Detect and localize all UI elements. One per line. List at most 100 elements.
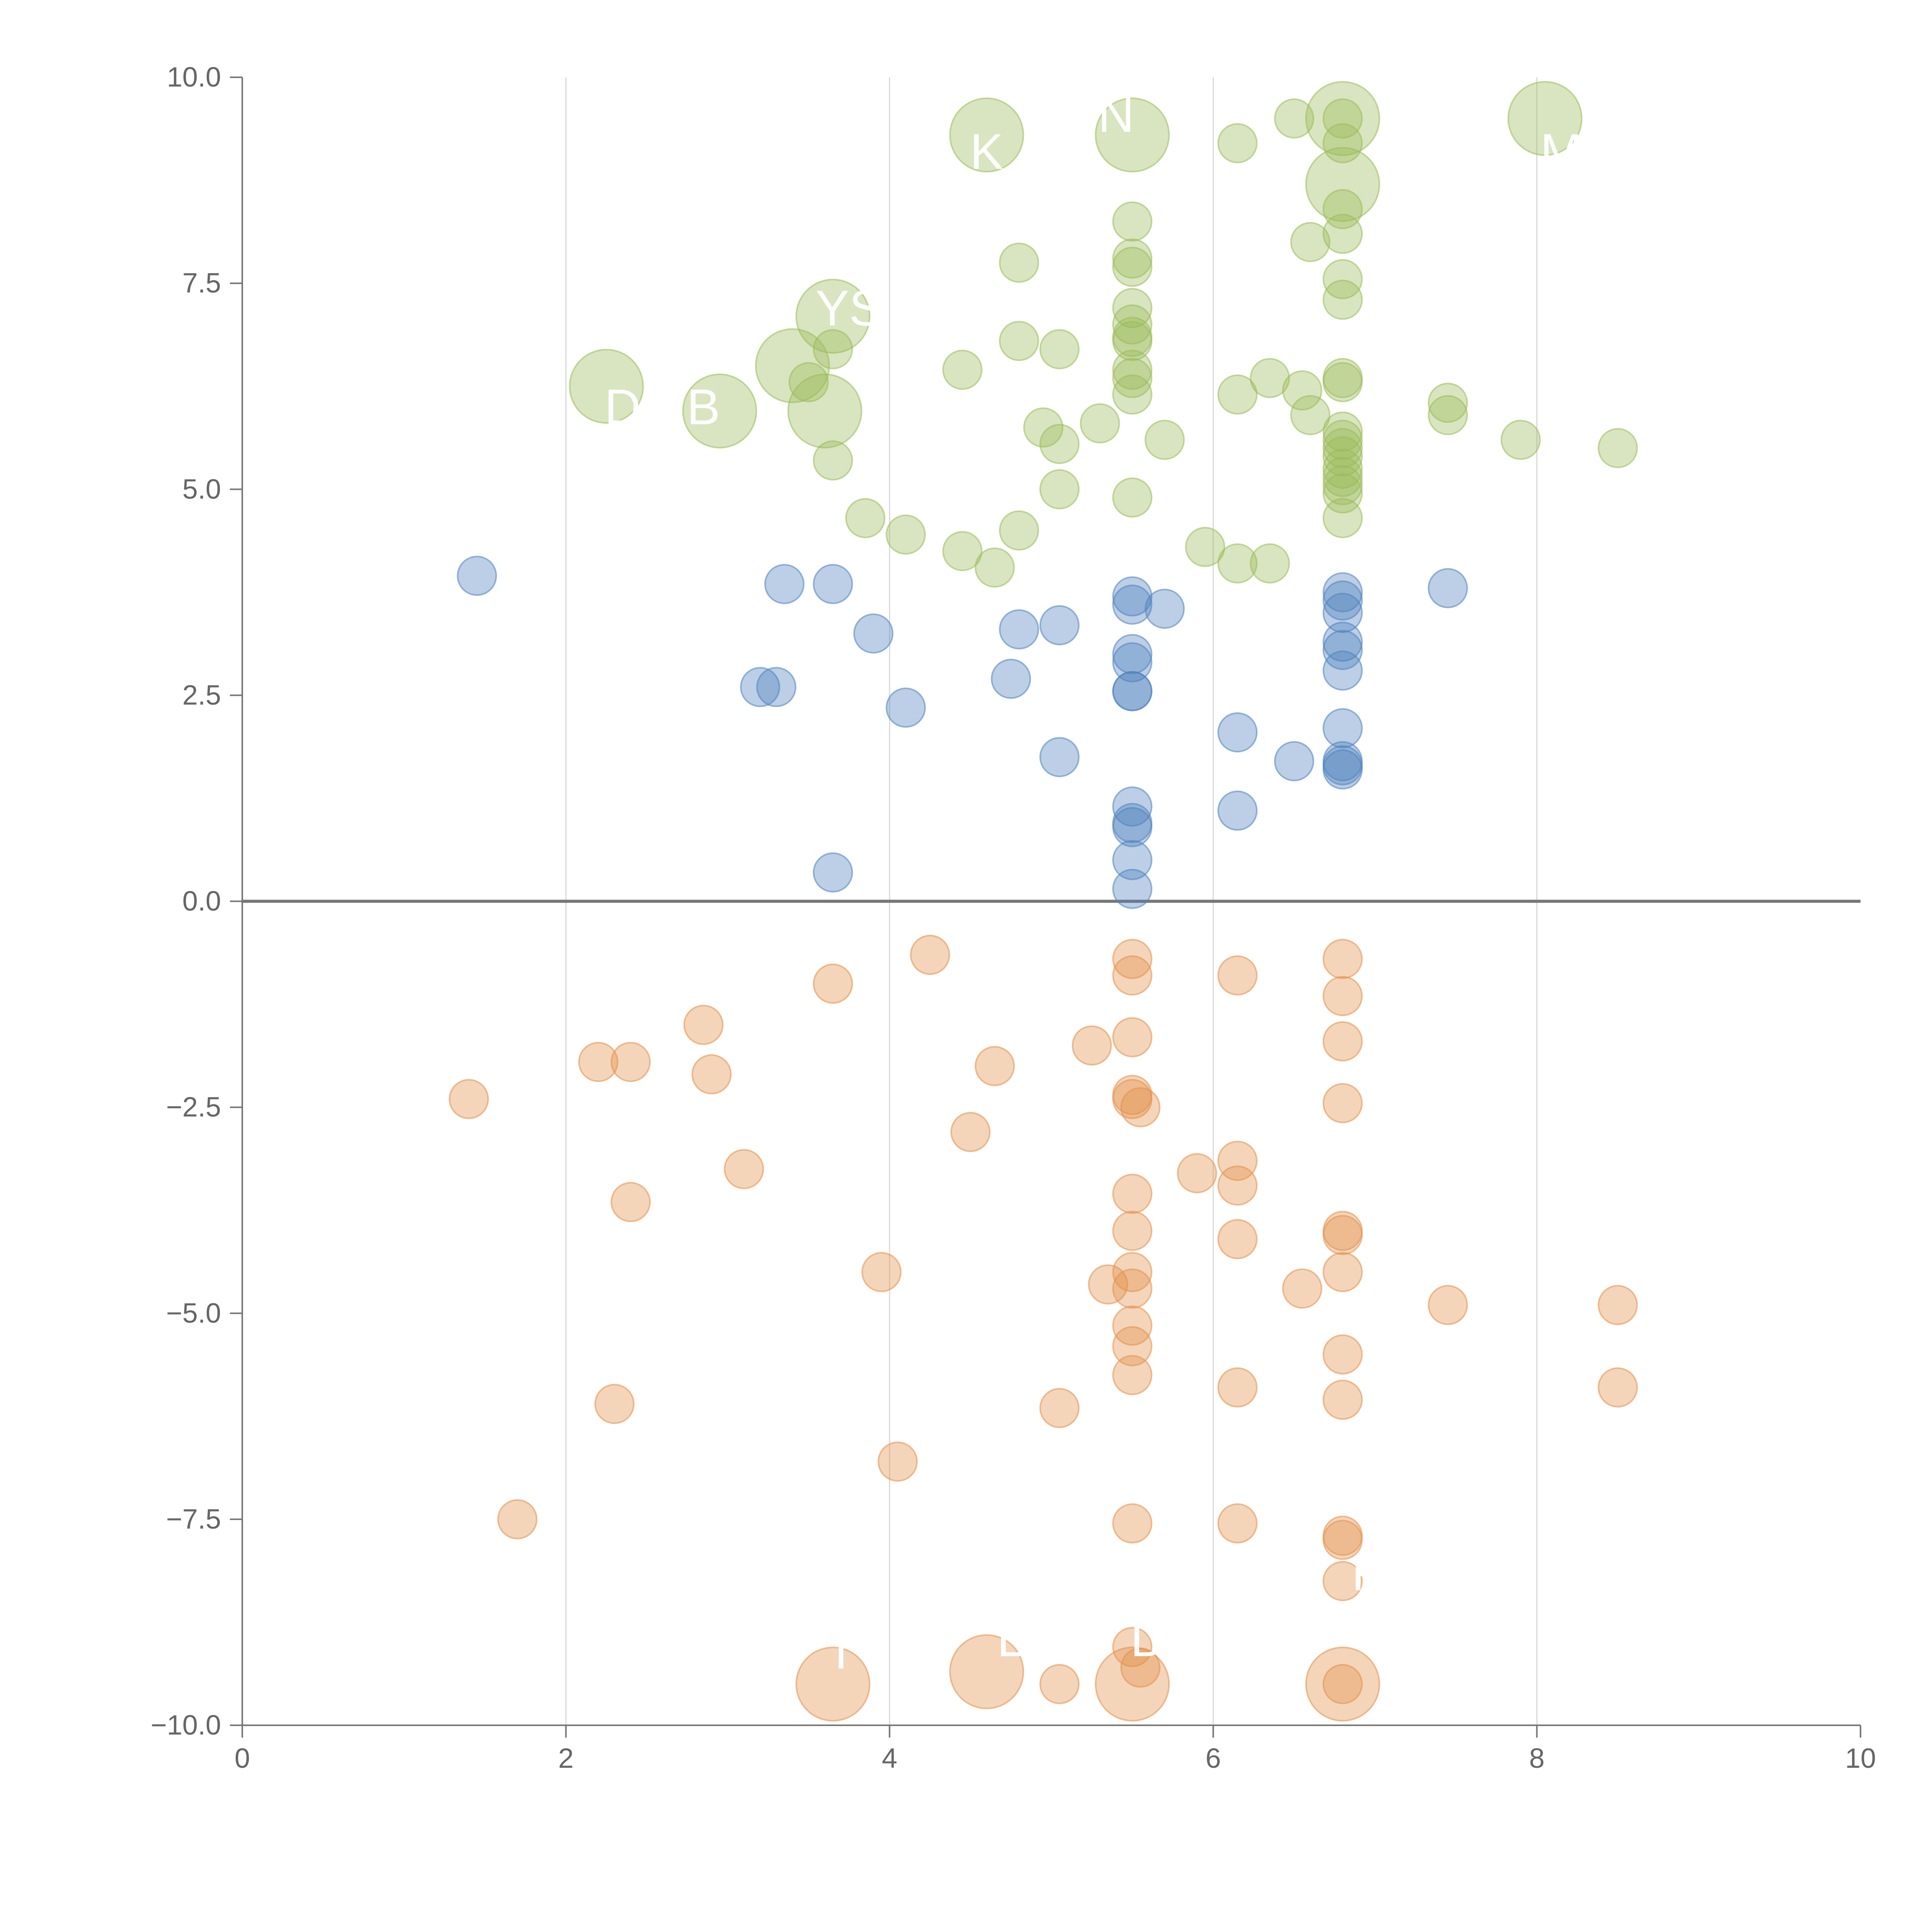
green-data-point [1428, 383, 1468, 423]
blue-data-point [1112, 576, 1153, 617]
y-tick-label: 5.0 [182, 474, 221, 505]
green-data-point [1112, 358, 1153, 398]
orange-data-point [449, 1079, 489, 1119]
point-label: D [1130, 1611, 1167, 1667]
green-data-point [1039, 469, 1080, 510]
green-data-point [1217, 543, 1258, 584]
blue-data-point [1217, 712, 1258, 753]
orange-data-point [1428, 1285, 1468, 1325]
point-label: B [687, 379, 720, 435]
blue-data-point [1322, 572, 1363, 612]
green-data-point [682, 373, 757, 449]
green-data-point [1112, 288, 1153, 328]
green-data-point [1250, 543, 1290, 584]
orange-data-point [813, 963, 853, 1004]
green-data-point [813, 440, 853, 481]
orange-data-point [1112, 1211, 1153, 1251]
y-tick-label: 7.5 [182, 268, 221, 299]
green-data-point [949, 97, 1024, 173]
y-tick-label: −5.0 [166, 1298, 221, 1329]
orange-data-point [910, 935, 950, 975]
green-data-point [788, 362, 829, 403]
orange-data-point [975, 1046, 1015, 1086]
blue-data-point [740, 667, 781, 707]
blue-data-point [1039, 737, 1080, 777]
green-data-point [787, 373, 862, 449]
blue-data-point [1322, 650, 1363, 691]
green-data-point [569, 349, 644, 424]
blue-data-point [1274, 741, 1315, 781]
green-data-point [1322, 123, 1363, 163]
green-data-point [1112, 201, 1153, 242]
green-data-point [1322, 448, 1363, 489]
orange-data-point [949, 1634, 1024, 1709]
orange-data-point [1217, 1219, 1258, 1259]
green-data-point [1322, 465, 1363, 505]
orange-data-point [1322, 1561, 1363, 1601]
x-tick-label: 6 [1206, 1743, 1221, 1774]
blue-data-point [1112, 642, 1153, 683]
orange-data-point [1282, 1268, 1323, 1309]
orange-data-point [1177, 1153, 1217, 1194]
green-data-point [1112, 247, 1153, 287]
green-data-point [1322, 428, 1363, 468]
orange-data-point [1322, 1664, 1363, 1704]
orange-data-point [1217, 1503, 1258, 1544]
green-data-point [1145, 420, 1185, 460]
orange-data-point [1322, 1334, 1363, 1375]
green-data-point [795, 279, 871, 354]
orange-data-point [1112, 1173, 1153, 1214]
green-data-point [1095, 97, 1170, 173]
point-label: M [1540, 123, 1582, 180]
green-data-point [1290, 395, 1331, 435]
orange-data-point [1217, 1141, 1258, 1181]
blue-data-point [1112, 807, 1153, 847]
orange-data-point [1322, 1021, 1363, 1062]
blue-data-point [756, 667, 797, 707]
orange-data-point [1112, 1355, 1153, 1395]
y-tick-label: −2.5 [166, 1092, 221, 1123]
x-tick-label: 0 [235, 1743, 250, 1774]
orange-data-point [1120, 1087, 1161, 1128]
blue-data-point [1322, 593, 1363, 633]
green-data-point [1322, 214, 1363, 254]
green-data-point [755, 328, 830, 403]
point-label: YS [816, 280, 883, 336]
blue-data-point [1112, 869, 1153, 909]
orange-data-point [611, 1182, 651, 1222]
blue-data-point [991, 658, 1031, 699]
green-data-point [1500, 420, 1541, 460]
blue-data-point [1112, 840, 1153, 880]
orange-data-point [578, 1042, 619, 1082]
orange-data-point [1039, 1664, 1080, 1704]
green-data-point [1274, 98, 1315, 139]
blue-data-point [886, 687, 926, 728]
data-points [449, 81, 1638, 1722]
green-data-point [1112, 304, 1153, 345]
orange-data-point [1597, 1285, 1638, 1325]
orange-data-point [795, 1646, 871, 1722]
green-data-point [1322, 259, 1363, 299]
green-data-point [1322, 411, 1363, 452]
green-data-point [1112, 350, 1153, 390]
orange-data-point [1322, 1520, 1363, 1560]
y-tick-label: 2.5 [182, 680, 221, 711]
orange-data-point [1322, 1215, 1363, 1255]
green-data-point [1039, 329, 1080, 369]
orange-data-point [1071, 1025, 1112, 1066]
blue-data-point [853, 613, 894, 654]
blue-data-point [457, 556, 497, 596]
blue-data-point [1112, 584, 1153, 625]
blue-data-point [1322, 630, 1363, 670]
blue-data-point [1322, 580, 1363, 621]
x-tick-label: 2 [558, 1743, 574, 1774]
green-data-point [1217, 374, 1258, 415]
blue-data-point [1145, 588, 1185, 629]
orange-data-point [1112, 1079, 1153, 1119]
orange-data-point [691, 1054, 732, 1095]
orange-data-point [1112, 939, 1153, 979]
green-data-point [1112, 321, 1153, 361]
blue-data-point [1322, 621, 1363, 662]
green-data-point [813, 329, 853, 369]
